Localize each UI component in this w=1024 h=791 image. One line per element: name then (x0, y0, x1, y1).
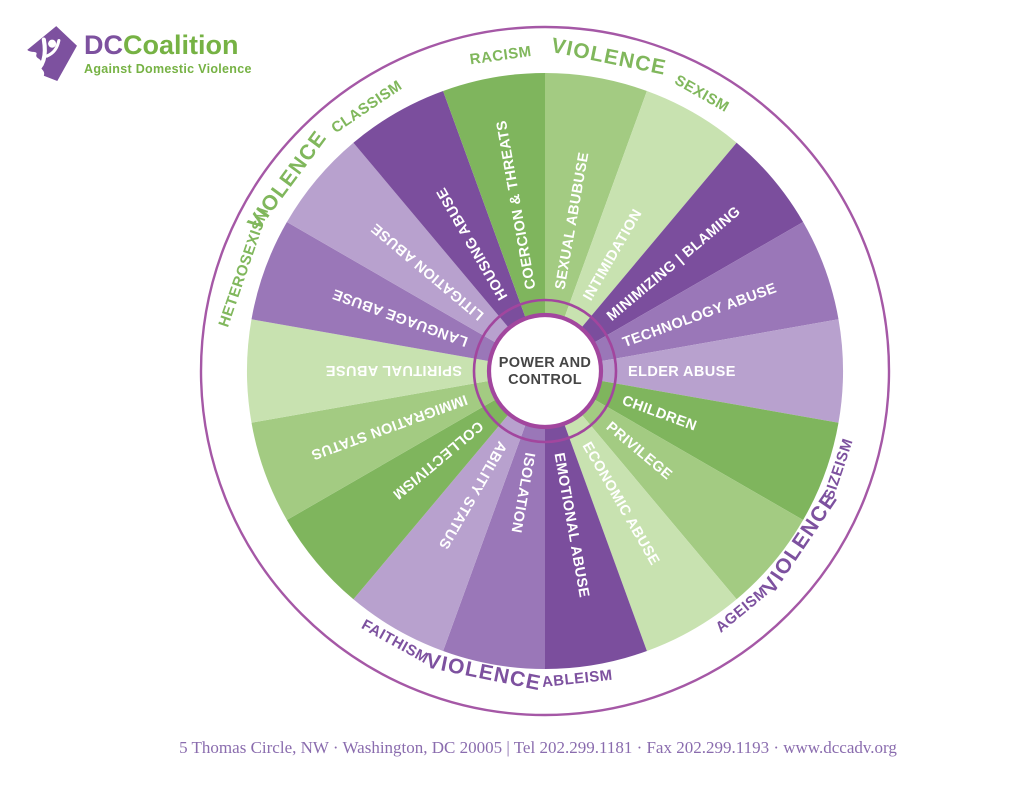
center-label: POWER AND CONTROL (499, 355, 591, 388)
wedge-immigration-status (251, 371, 545, 520)
wedge-technology-abuse (545, 222, 839, 371)
dc-coalition-logo: DCCoalition Against Domestic Violence (20, 24, 252, 82)
wedge-label-spiritual-abuse: SPIRITUAL ABUSE (325, 362, 462, 378)
wedge-collectivism (286, 371, 545, 600)
hub-circle (486, 312, 604, 430)
brand-dc: DC (84, 30, 123, 60)
wedge-language-abuse (251, 222, 545, 371)
wedge-privilege (545, 371, 804, 600)
wedge-ability-status (353, 371, 545, 651)
wedge-economic-abuse (545, 371, 737, 651)
outer-label-violence-12: VIOLENCE (549, 34, 668, 80)
brand-subtitle: Against Domestic Violence (84, 62, 252, 76)
brand-title: DCCoalition (84, 32, 252, 59)
wedge-housing-abuse (353, 91, 545, 371)
outer-label-racism-352: RACISM (469, 43, 533, 68)
outer-label-ableism-174: ABLEISM (541, 667, 613, 691)
wedge-label-elder-abuse: ELDER ABUSE (628, 364, 736, 380)
wedge-sexual-abubuse (545, 73, 647, 371)
brand-coalition: Coalition (123, 30, 239, 60)
footer-contact: 5 Thomas Circle, NW · Washington, DC 200… (179, 738, 897, 757)
dc-map-figure-icon (27, 26, 77, 81)
wedge-emotional-abuse (545, 371, 647, 669)
wedge-litigation-abuse (286, 142, 545, 371)
wedge-coercion-threats (443, 73, 545, 371)
wedge-elder-abuse (545, 319, 844, 423)
wedge-children (545, 371, 839, 520)
wedge-isolation (443, 371, 545, 669)
wedge-intimidation (545, 91, 737, 371)
wedge-minimizing-blaming (545, 142, 804, 371)
outer-rim-circle (199, 25, 891, 717)
hub-outer-ring (472, 298, 618, 444)
wedge-spiritual-abuse (246, 319, 545, 423)
